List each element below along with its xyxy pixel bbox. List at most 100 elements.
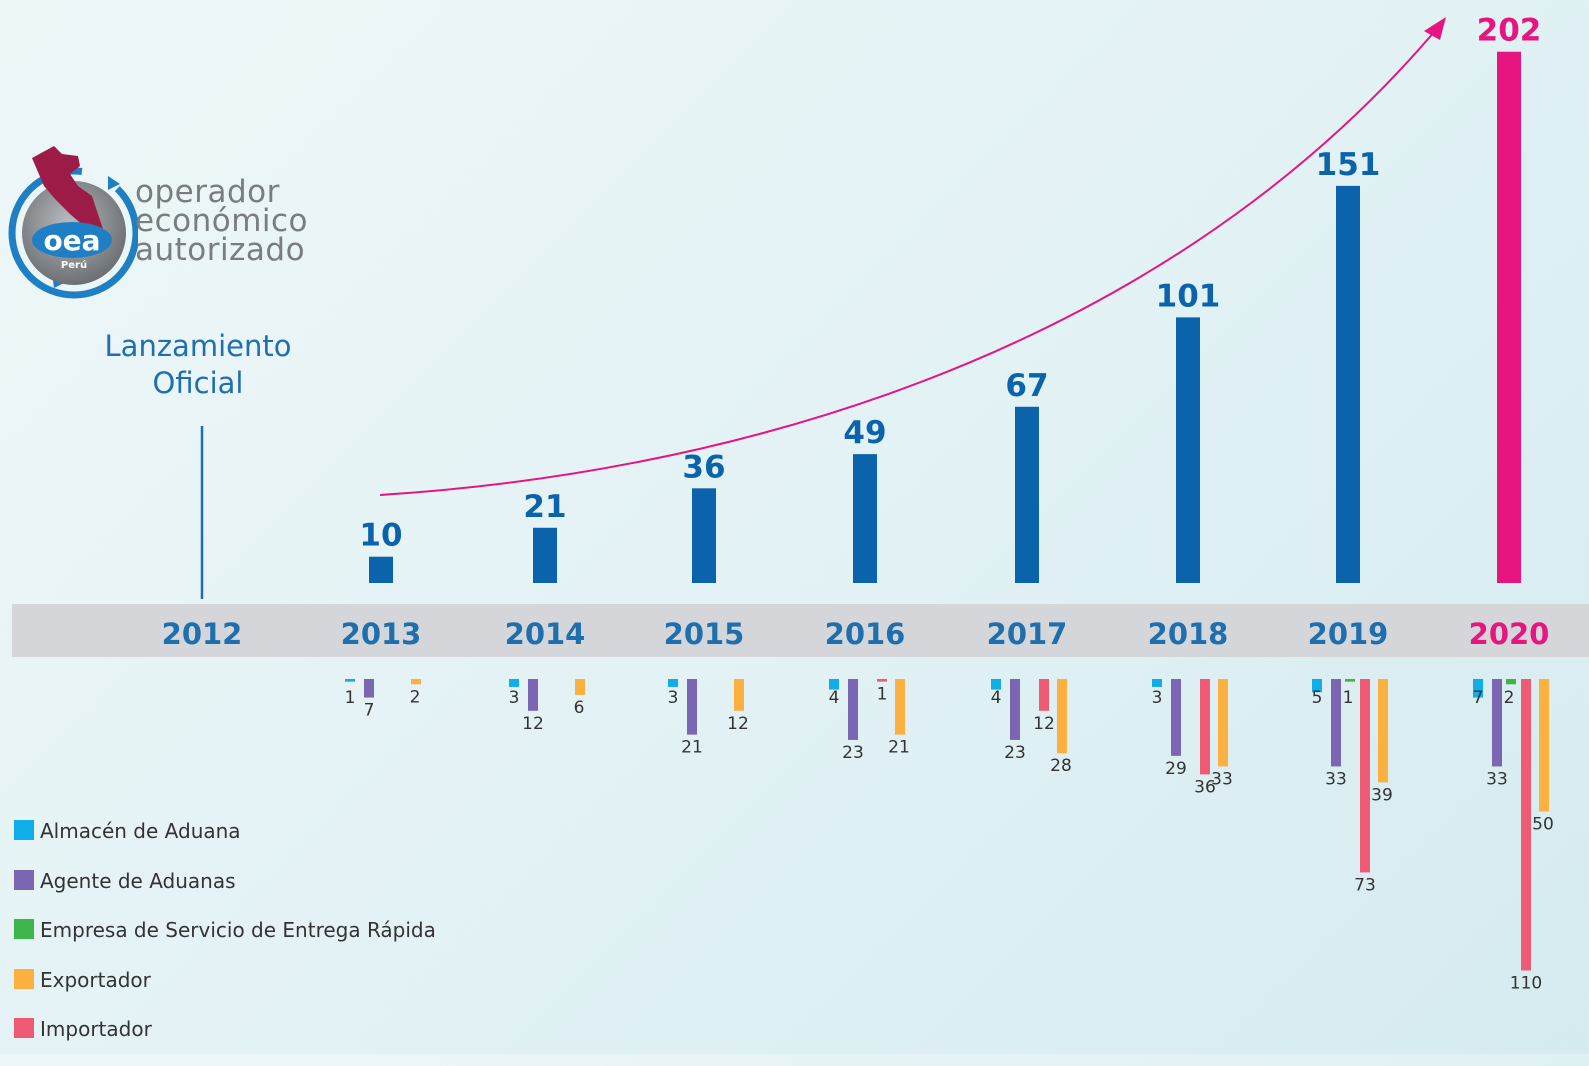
breakdown-label-almacen-2017: 4 — [991, 688, 1002, 708]
breakdown-bar-exportador-2014 — [575, 679, 585, 695]
breakdown-label-agente-2020: 33 — [1486, 769, 1508, 789]
breakdown-label-empresa-2020: 2 — [1504, 688, 1515, 708]
legend-label-almacen: Almacén de Aduana — [40, 819, 241, 843]
total-bar-2015 — [692, 488, 716, 583]
breakdown-label-exportador-2016: 21 — [888, 738, 910, 758]
total-bar-2019 — [1336, 185, 1360, 583]
breakdown-bar-agente-2020 — [1492, 679, 1502, 767]
breakdown-label-almacen-2020: 7 — [1473, 688, 1484, 708]
breakdown-label-exportador-2018: 33 — [1211, 769, 1233, 789]
breakdown-label-agente-2014: 12 — [522, 714, 544, 734]
total-label-2017: 67 — [1005, 368, 1048, 404]
tick-label-2013: 2013 — [341, 617, 422, 651]
breakdown-label-agente-2019: 33 — [1325, 769, 1347, 789]
total-bar-2018 — [1176, 317, 1200, 583]
launch-note: Lanzamiento Oficial — [78, 328, 318, 402]
trend-arrow-head — [1424, 17, 1446, 40]
total-bar-2020 — [1497, 51, 1521, 584]
logo-line-2: económico — [135, 203, 309, 239]
legend-label-exportador: Exportador — [40, 967, 151, 992]
total-label-2014: 21 — [523, 489, 566, 525]
breakdown-bar-almacen-2018 — [1152, 679, 1162, 687]
trend-arrow-curve — [379, 24, 1441, 496]
breakdown-bar-exportador-2016 — [895, 679, 905, 735]
breakdown-bar-importador-2020 — [1521, 679, 1531, 971]
breakdown-label-agente-2015: 21 — [681, 738, 703, 758]
legend-swatch-almacen — [14, 820, 34, 840]
logo-line-3: autorizado — [135, 232, 306, 268]
breakdown-bar-importador-2019 — [1360, 679, 1370, 873]
legend-swatch-exportador — [14, 968, 34, 989]
breakdown-label-agente-2013: 7 — [364, 701, 375, 721]
breakdown-label-almacen-2014: 3 — [509, 688, 520, 708]
breakdown-label-almacen-2018: 3 — [1152, 688, 1163, 708]
tick-label-2015: 2015 — [664, 617, 745, 651]
breakdown-label-empresa-2019: 1 — [1343, 688, 1354, 708]
breakdown-label-almacen-2013: 1 — [345, 688, 356, 708]
legend-label-empresa: Empresa de Servicio de Entrega Rápida — [40, 918, 436, 942]
breakdown-bar-almacen-2014 — [509, 679, 519, 687]
breakdown-label-importador-2019: 73 — [1354, 875, 1376, 895]
total-label-2018: 101 — [1156, 278, 1221, 314]
breakdown-bar-agente-2013 — [364, 679, 374, 698]
breakdown-bar-almacen-2020 — [1473, 679, 1483, 698]
oea-logo: oea Perú — [8, 140, 338, 300]
legend-swatch-empresa — [14, 919, 34, 939]
breakdown-bar-exportador-2018 — [1218, 679, 1228, 767]
breakdown-label-agente-2018: 29 — [1165, 759, 1187, 779]
total-label-2015: 36 — [682, 449, 725, 485]
total-bar-2016 — [853, 454, 877, 583]
breakdown-bar-almacen-2016 — [829, 679, 839, 690]
tick-label-2019: 2019 — [1308, 617, 1389, 651]
total-bar-2017 — [1015, 406, 1039, 583]
tick-label-2017: 2017 — [987, 617, 1068, 651]
breakdown-bar-empresa-2019 — [1345, 679, 1355, 682]
breakdown-bar-agente-2019 — [1331, 679, 1341, 767]
tick-label-2016: 2016 — [825, 617, 906, 651]
breakdown-bar-exportador-2019 — [1378, 679, 1388, 783]
breakdown-label-exportador-2015: 12 — [727, 714, 749, 734]
tick-label-2020: 2020 — [1469, 617, 1550, 651]
year-axis-band — [12, 604, 1589, 657]
breakdown-bar-exportador-2017 — [1057, 679, 1067, 754]
launch-line-1: Lanzamiento — [104, 329, 292, 363]
tick-label-2018: 2018 — [1148, 617, 1229, 651]
breakdown-label-exportador-2017: 28 — [1050, 756, 1072, 776]
breakdown-label-importador-2017: 12 — [1033, 714, 1055, 734]
breakdown-label-importador-2018: 36 — [1194, 777, 1216, 797]
breakdown-label-exportador-2014: 6 — [574, 698, 585, 718]
breakdown-label-exportador-2019: 39 — [1371, 785, 1393, 805]
breakdown-label-almacen-2019: 5 — [1312, 688, 1323, 708]
legend-swatch-importador — [14, 1018, 34, 1038]
breakdown-bar-almacen-2013 — [345, 679, 355, 682]
breakdown-bar-agente-2017 — [1010, 679, 1020, 740]
total-bar-2014 — [533, 527, 557, 583]
breakdown-label-agente-2017: 23 — [1004, 743, 1026, 763]
total-label-2020: 202 — [1477, 13, 1542, 49]
breakdown-bar-exportador-2015 — [734, 679, 744, 711]
oea-country-text: Perú — [61, 259, 87, 271]
breakdown-label-exportador-2013: 2 — [410, 687, 421, 707]
breakdown-bar-almacen-2015 — [668, 679, 678, 687]
breakdown-label-importador-2020: 110 — [1510, 974, 1542, 994]
breakdown-bar-agente-2018 — [1171, 679, 1181, 756]
breakdown-bar-almacen-2017 — [991, 679, 1001, 690]
breakdown-label-importador-2016: 1 — [877, 685, 888, 705]
breakdown-label-exportador-2020: 50 — [1532, 815, 1554, 835]
breakdown-bar-agente-2016 — [848, 679, 858, 740]
breakdown-bar-exportador-2013 — [411, 679, 421, 685]
total-label-2013: 10 — [359, 518, 402, 554]
breakdown-label-almacen-2015: 3 — [668, 688, 679, 708]
breakdown-label-almacen-2016: 4 — [829, 688, 840, 708]
tick-label-2012: 2012 — [162, 617, 243, 651]
total-bar-2013 — [369, 556, 393, 583]
legend-label-agente: Agente de Aduanas — [40, 868, 236, 893]
total-label-2016: 49 — [843, 415, 886, 451]
total-label-2019: 151 — [1316, 147, 1381, 183]
breakdown-bar-agente-2015 — [687, 679, 697, 735]
logo-line-1: operador — [135, 174, 280, 210]
legend-label-importador: Importador — [40, 1017, 152, 1041]
breakdown-bar-empresa-2020 — [1506, 679, 1516, 685]
breakdown-bar-importador-2016 — [877, 679, 887, 682]
breakdown-bar-importador-2018 — [1200, 679, 1210, 775]
